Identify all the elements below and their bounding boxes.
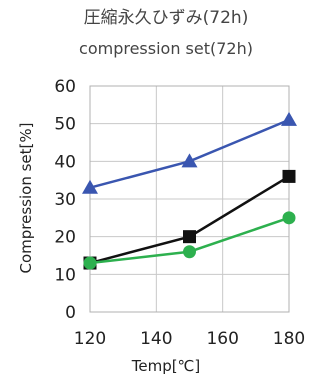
data-point-circle xyxy=(83,256,97,270)
y-tick-label: 30 xyxy=(54,190,76,210)
data-series xyxy=(82,111,297,270)
chart-title: 圧縮永久ひずみ(72h) xyxy=(84,8,249,28)
y-axis-label: Compression set[%] xyxy=(17,123,35,274)
data-point-square xyxy=(183,230,196,244)
plot-area-border xyxy=(89,85,290,313)
x-tick-label: 140 xyxy=(140,329,172,349)
y-tick-label: 10 xyxy=(54,265,76,285)
y-tick-label: 40 xyxy=(54,152,76,172)
y-tick-label: 50 xyxy=(54,115,76,135)
y-tick-label: 20 xyxy=(54,228,76,248)
y-tick-label: 0 xyxy=(65,303,76,323)
y-tick-label: 60 xyxy=(54,77,76,97)
chart-subtitle: compression set(72h) xyxy=(79,39,253,58)
x-tick-label: 160 xyxy=(206,329,238,349)
data-point-triangle xyxy=(82,179,98,194)
x-tick-label: 120 xyxy=(74,329,106,349)
plot-frame xyxy=(89,85,290,313)
x-axis-label: Temp[℃] xyxy=(131,357,201,375)
x-tick-labels: 120 140 160 180 xyxy=(74,329,305,349)
x-tick-label: 180 xyxy=(273,329,305,349)
data-point-circle xyxy=(282,211,296,225)
data-point-triangle xyxy=(181,153,198,168)
data-point-square xyxy=(282,169,296,183)
data-point-triangle xyxy=(281,111,297,126)
grid-lines xyxy=(89,85,290,313)
y-tick-labels: 0 10 20 30 40 50 60 xyxy=(54,77,76,323)
data-point-circle xyxy=(183,245,196,259)
